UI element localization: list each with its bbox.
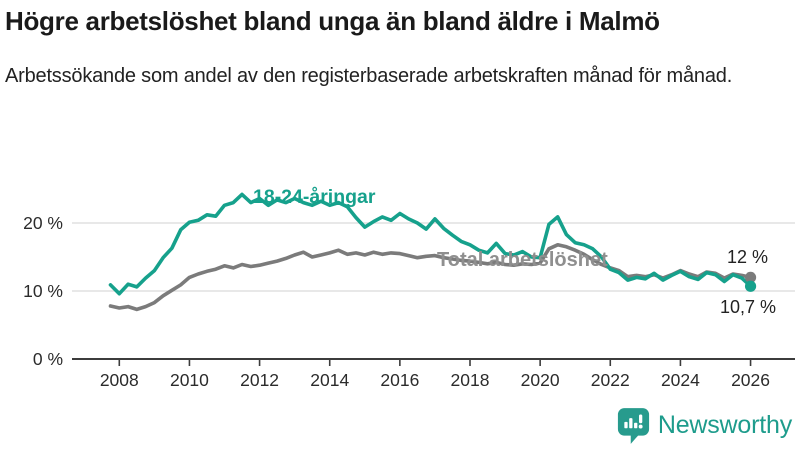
- newsworthy-brand[interactable]: Newsworthy: [617, 407, 792, 444]
- y-tick-label: 0 %: [33, 349, 63, 369]
- brand-name: Newsworthy: [657, 411, 792, 439]
- x-tick-label: 2020: [521, 370, 560, 390]
- page-title: Högre arbetslöshet bland unga än bland ä…: [5, 6, 660, 36]
- x-tick-label: 2024: [661, 370, 700, 390]
- series-line-0: [108, 243, 753, 312]
- x-tick-label: 2026: [731, 370, 770, 390]
- series-end-dot-1: [744, 280, 757, 292]
- value-label-0: 12 %: [727, 247, 768, 267]
- x-tick-label: 2012: [240, 370, 279, 390]
- x-tick-label: 2022: [591, 370, 630, 390]
- page-subtitle: Arbetssökande som andel av den registerb…: [5, 65, 733, 88]
- value-label-1: 10,7 %: [720, 297, 776, 317]
- y-tick-label: 10 %: [23, 281, 63, 301]
- series-line-1: [108, 192, 753, 296]
- series-label-0: Total arbetslöshet: [437, 249, 608, 271]
- newsworthy-logo-icon: [617, 408, 649, 444]
- x-tick-label: 2008: [100, 370, 139, 390]
- x-tick-label: 2018: [451, 370, 490, 390]
- x-tick-label: 2014: [310, 370, 349, 390]
- y-tick-label: 20 %: [23, 213, 63, 233]
- series-end-dot-0: [744, 271, 757, 283]
- x-tick-label: 2010: [170, 370, 209, 390]
- series-label-1: 18-24-åringar: [253, 185, 376, 208]
- x-tick-label: 2016: [380, 370, 419, 390]
